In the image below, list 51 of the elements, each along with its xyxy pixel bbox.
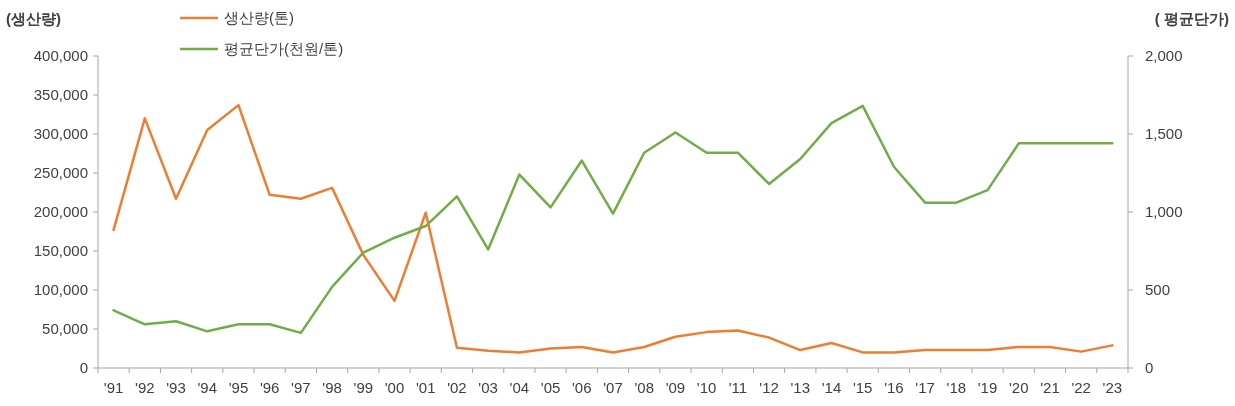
x-tick-label: '03 xyxy=(478,379,498,396)
y-tick-label: 100,000 xyxy=(33,281,88,298)
x-tick-label: '14 xyxy=(821,379,842,396)
y2-axis-title: ( 평균단가) xyxy=(1154,10,1229,27)
y2-tick-label: 500 xyxy=(1145,281,1171,298)
x-tick-label: '06 xyxy=(572,379,592,396)
x-tick-label: '18 xyxy=(946,379,967,396)
x-tick-label: '91 xyxy=(103,379,124,396)
y-tick-label: 350,000 xyxy=(33,86,88,103)
y-axis-title: (생산량) xyxy=(6,10,61,27)
y-tick-label: 50,000 xyxy=(42,320,88,337)
x-tick-label: '12 xyxy=(759,379,779,396)
y-tick-label: 250,000 xyxy=(33,164,88,181)
y2-tick-label: 0 xyxy=(1145,359,1154,376)
x-tick-label: '11 xyxy=(728,379,748,396)
x-tick-label: '95 xyxy=(228,379,249,396)
x-tick-label: '97 xyxy=(291,379,311,396)
x-tick-label: '98 xyxy=(322,379,342,396)
x-tick-label: '17 xyxy=(915,379,935,396)
y-tick-label: 0 xyxy=(79,359,88,376)
y-tick-label: 150,000 xyxy=(33,242,88,259)
y2-tick-label: 1,500 xyxy=(1145,125,1183,142)
x-tick-label: '05 xyxy=(540,379,561,396)
y-tick-label: 400,000 xyxy=(33,47,88,64)
x-tick-label: '13 xyxy=(790,379,811,396)
x-tick-label: '94 xyxy=(197,379,218,396)
x-tick-label: '92 xyxy=(135,379,155,396)
x-tick-label: '93 xyxy=(166,379,186,396)
legend-label: 생산량(톤) xyxy=(224,9,294,26)
x-tick-label: '22 xyxy=(1071,379,1091,396)
x-tick-label: '15 xyxy=(852,379,873,396)
legend-label: 평균단가(천원/톤) xyxy=(224,40,344,57)
x-tick-label: '09 xyxy=(665,379,686,396)
x-tick-label: '08 xyxy=(634,379,654,396)
y2-tick-label: 2,000 xyxy=(1145,47,1183,64)
y-tick-label: 200,000 xyxy=(33,203,88,220)
x-tick-label: '23 xyxy=(1102,379,1123,396)
x-tick-label: '04 xyxy=(509,379,530,396)
y2-tick-label: 1,000 xyxy=(1145,203,1183,220)
x-tick-label: '01 xyxy=(415,379,436,396)
x-tick-label: '02 xyxy=(447,379,467,396)
x-tick-label: '20 xyxy=(1008,379,1029,396)
y-tick-label: 300,000 xyxy=(33,125,88,142)
x-tick-label: '96 xyxy=(259,379,280,396)
x-tick-label: '19 xyxy=(977,379,998,396)
x-tick-label: '21 xyxy=(1040,379,1060,396)
x-tick-label: '16 xyxy=(884,379,904,396)
x-tick-label: '99 xyxy=(353,379,374,396)
x-tick-label: '10 xyxy=(696,379,717,396)
x-tick-label: '00 xyxy=(384,379,405,396)
x-tick-label: '07 xyxy=(603,379,623,396)
